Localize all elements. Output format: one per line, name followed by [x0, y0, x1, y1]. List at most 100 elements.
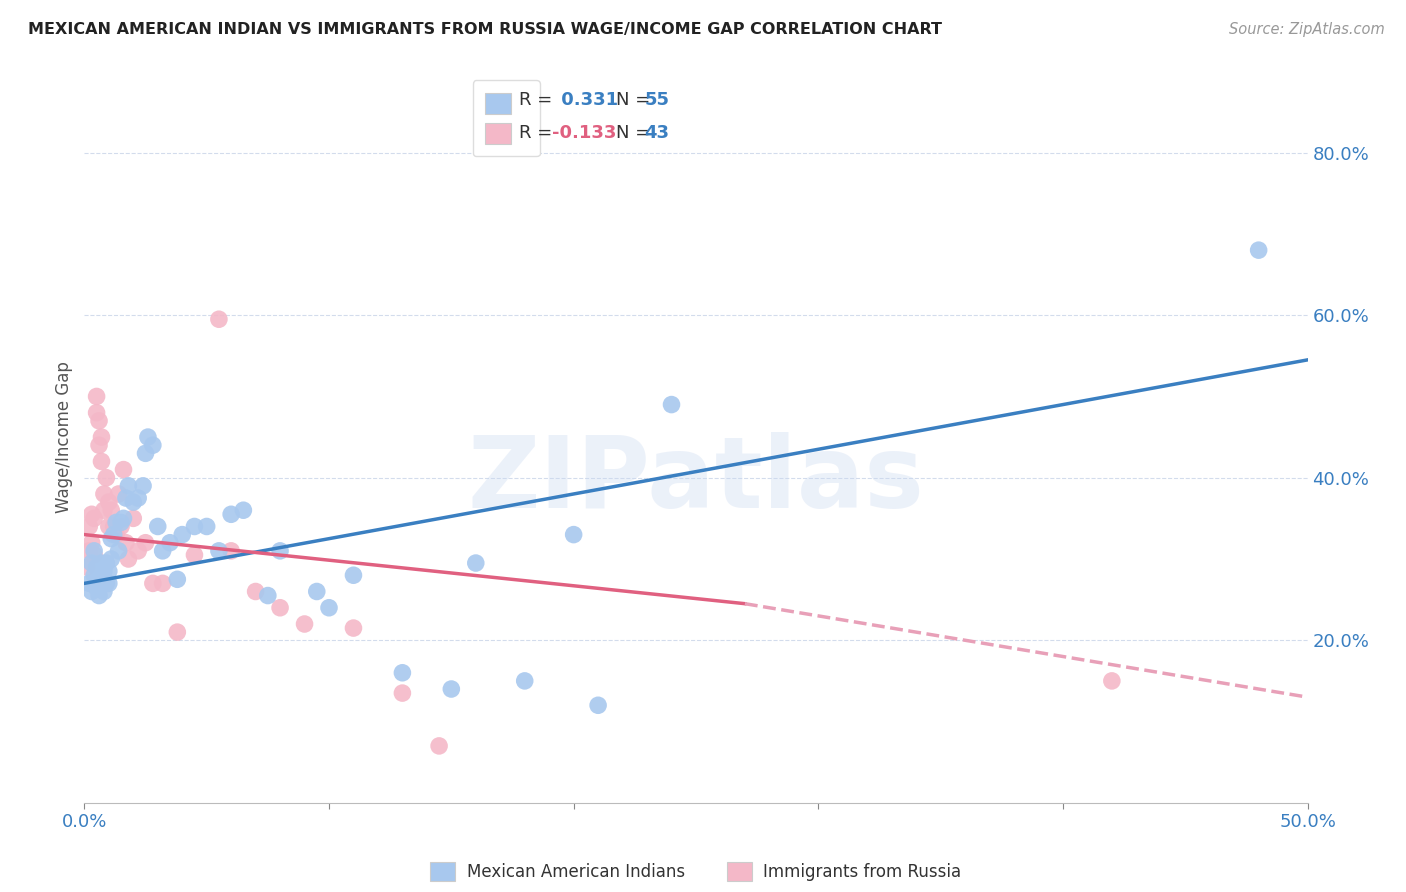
Point	[105, 527, 128, 541]
Point	[232, 503, 254, 517]
Point	[219, 508, 242, 522]
Point	[80, 535, 103, 549]
Point	[127, 544, 149, 558]
Point	[107, 544, 129, 558]
Point	[97, 564, 120, 578]
Point	[132, 479, 155, 493]
Point	[105, 516, 128, 530]
Point	[159, 535, 181, 549]
Text: R =: R =	[519, 124, 551, 142]
Point	[96, 576, 118, 591]
Point	[391, 686, 413, 700]
Point	[342, 568, 364, 582]
Point	[219, 544, 242, 558]
Point	[97, 576, 120, 591]
Point	[110, 519, 132, 533]
Text: 0.331: 0.331	[555, 91, 619, 109]
Point	[1247, 243, 1270, 257]
Point	[661, 398, 683, 412]
Point	[342, 621, 364, 635]
Point	[117, 479, 139, 493]
Point	[83, 548, 105, 562]
Point	[76, 560, 98, 574]
Point	[77, 519, 100, 533]
Text: 43: 43	[644, 124, 669, 142]
Point	[152, 544, 174, 558]
Point	[135, 535, 157, 549]
Point	[93, 584, 115, 599]
Point	[87, 438, 110, 452]
Point	[90, 430, 112, 444]
Point	[83, 568, 105, 582]
Point	[513, 673, 536, 688]
Point	[77, 576, 100, 591]
Point	[93, 503, 115, 517]
Point	[440, 681, 463, 696]
Point	[87, 414, 110, 428]
Point	[86, 406, 108, 420]
Point	[83, 544, 105, 558]
Point	[90, 576, 112, 591]
Point	[97, 519, 120, 533]
Point	[112, 462, 135, 476]
Text: -0.133: -0.133	[551, 124, 616, 142]
Point	[294, 617, 316, 632]
Point	[142, 438, 165, 452]
Point	[86, 581, 108, 595]
Point	[80, 508, 103, 522]
Point	[100, 503, 122, 517]
Point	[122, 495, 145, 509]
Text: Source: ZipAtlas.com: Source: ZipAtlas.com	[1229, 22, 1385, 37]
Point	[100, 552, 122, 566]
Text: N =: N =	[616, 124, 651, 142]
Point	[87, 589, 110, 603]
Point	[136, 430, 159, 444]
Point	[107, 487, 129, 501]
Point	[96, 471, 118, 485]
Point	[427, 739, 450, 753]
Point	[166, 625, 188, 640]
Y-axis label: Wage/Income Gap: Wage/Income Gap	[55, 361, 73, 513]
Point	[257, 589, 280, 603]
Point	[90, 454, 112, 468]
Point	[86, 389, 108, 403]
Point	[562, 527, 585, 541]
Point	[83, 511, 105, 525]
Point	[93, 564, 115, 578]
Point	[87, 568, 110, 582]
Text: MEXICAN AMERICAN INDIAN VS IMMIGRANTS FROM RUSSIA WAGE/INCOME GAP CORRELATION CH: MEXICAN AMERICAN INDIAN VS IMMIGRANTS FR…	[28, 22, 942, 37]
Point	[115, 535, 138, 549]
Point	[96, 556, 118, 570]
Point	[391, 665, 413, 680]
Point	[172, 527, 194, 541]
Point	[142, 576, 165, 591]
Point	[80, 584, 103, 599]
Point	[110, 516, 132, 530]
Point	[208, 312, 231, 326]
Point	[195, 519, 218, 533]
Point	[77, 544, 100, 558]
Text: ZIPatlas: ZIPatlas	[468, 433, 924, 530]
Point	[245, 584, 267, 599]
Point	[86, 560, 108, 574]
Point	[318, 600, 340, 615]
Text: 55: 55	[644, 91, 669, 109]
Point	[166, 572, 188, 586]
Point	[122, 511, 145, 525]
Point	[112, 511, 135, 525]
Point	[117, 552, 139, 566]
Point	[103, 527, 125, 541]
Point	[305, 584, 328, 599]
Point	[97, 495, 120, 509]
Point	[146, 519, 169, 533]
Text: N =: N =	[616, 91, 651, 109]
Point	[152, 576, 174, 591]
Text: R =: R =	[519, 91, 551, 109]
Point	[183, 548, 205, 562]
Point	[100, 532, 122, 546]
Point	[269, 544, 291, 558]
Point	[103, 519, 125, 533]
Point	[93, 487, 115, 501]
Point	[80, 556, 103, 570]
Point	[115, 491, 138, 505]
